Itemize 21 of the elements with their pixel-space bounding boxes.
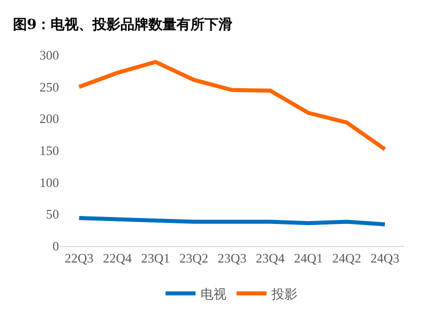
x-tick-label: 22Q3: [64, 250, 94, 266]
y-tick-label: 200: [40, 111, 59, 126]
y-tick-label: 0: [52, 238, 59, 254]
x-tick-label: 23Q3: [218, 250, 246, 266]
x-tick-label: 24Q2: [332, 250, 362, 266]
y-tick-label: 250: [40, 79, 59, 94]
x-tick-label: 23Q1: [141, 250, 170, 266]
y-tick-label: 100: [40, 174, 59, 190]
legend-label: 电视: [200, 287, 226, 302]
chart-title: 图9：电视、投影品牌数量有所下滑: [12, 16, 233, 34]
x-tick-label: 23Q2: [179, 250, 208, 266]
y-tick-label: 150: [40, 143, 59, 158]
x-tick-label: 24Q1: [294, 250, 323, 266]
legend-label: 投影: [270, 287, 298, 302]
line-series: [77, 60, 387, 152]
y-tick-label: 50: [46, 206, 59, 222]
x-tick-label: 23Q4: [256, 250, 286, 266]
line-series: [77, 216, 387, 226]
x-tick-label: 22Q4: [102, 250, 132, 266]
y-tick-label: 300: [40, 48, 59, 63]
x-tick-label: 24Q3: [370, 250, 400, 266]
